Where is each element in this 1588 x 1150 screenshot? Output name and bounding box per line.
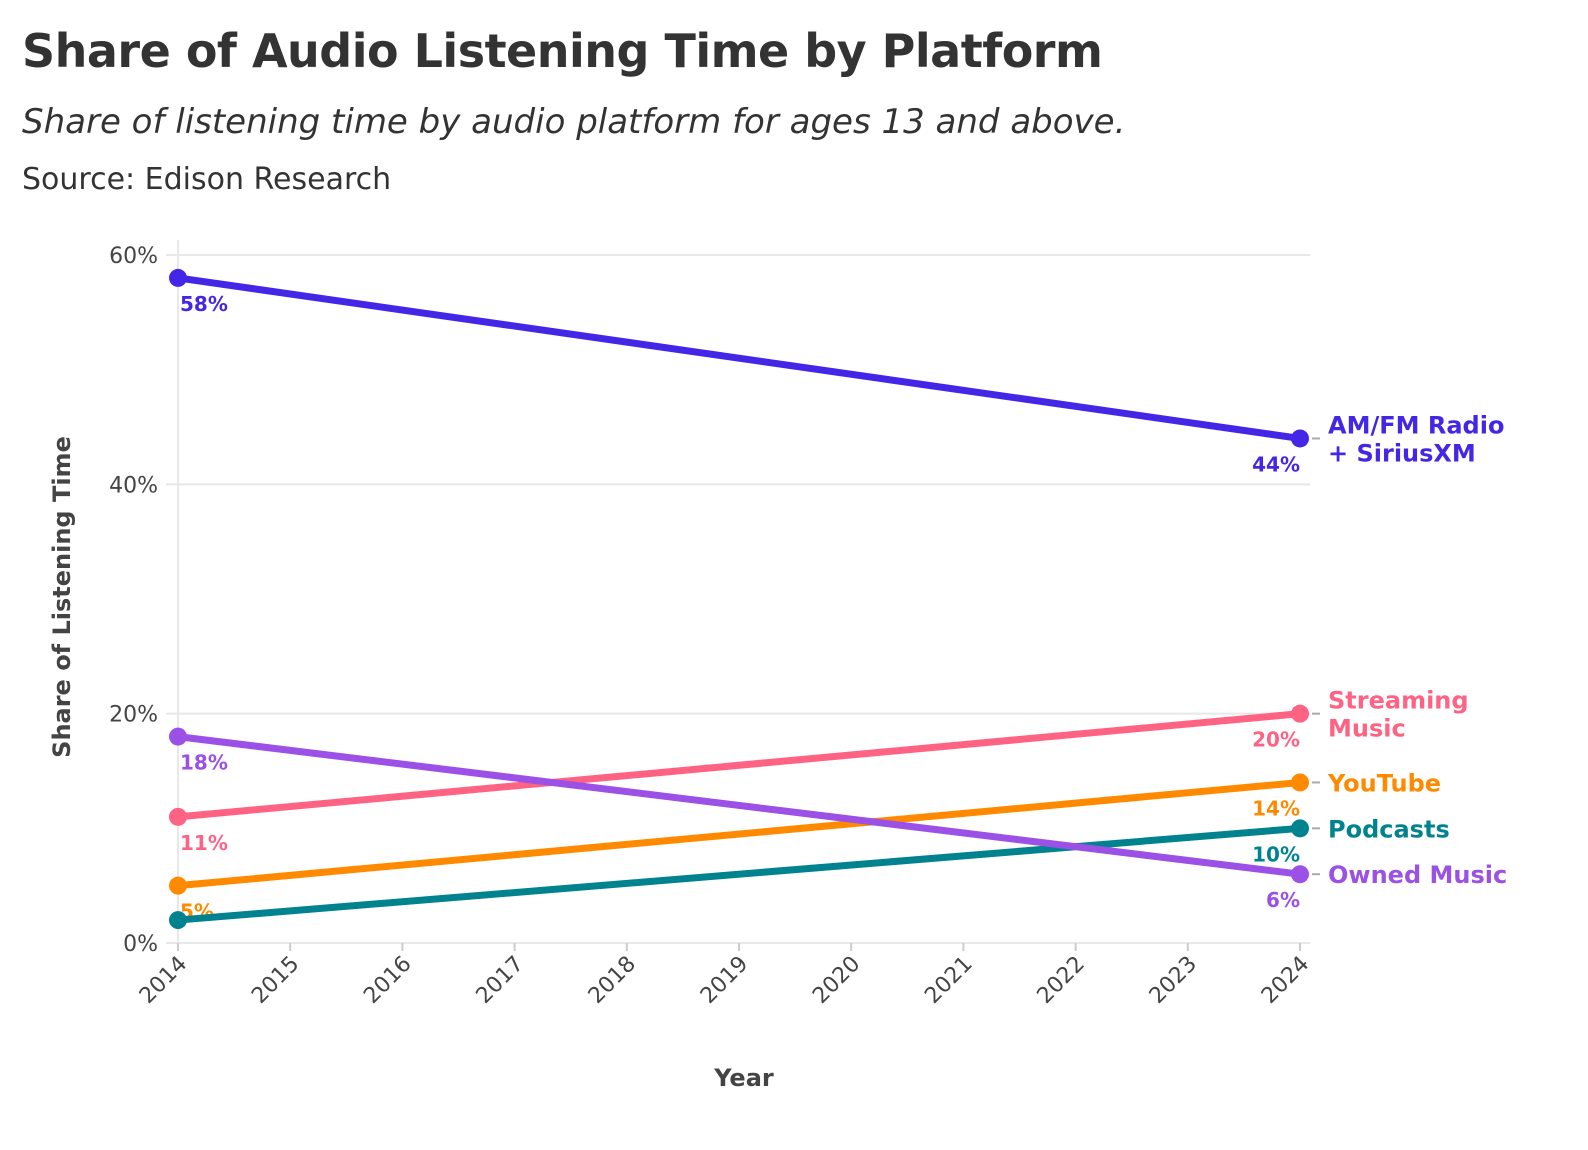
series-name-label: Podcasts — [1328, 815, 1450, 843]
series-line — [174, 710, 1304, 821]
series-owned-music: 18% 6% Owned Music — [169, 727, 1507, 914]
series-name-label: Streaming — [1328, 687, 1469, 715]
y-tick-label: 40% — [109, 473, 158, 498]
data-label: 58% — [180, 292, 228, 316]
data-point — [1291, 429, 1309, 448]
x-tick-label: 2020 — [808, 952, 865, 1009]
y-tick-label: 20% — [109, 703, 158, 728]
chart-title: Share of Audio Listening Time by Platfor… — [22, 24, 1103, 78]
y-tick-label: 60% — [109, 244, 158, 269]
series-name-label: + SiriusXM — [1328, 439, 1476, 467]
series-name-label: Music — [1328, 715, 1406, 743]
series-podcasts: 10% Podcasts — [169, 815, 1450, 930]
data-point — [1291, 773, 1309, 792]
x-tick-label: 2022 — [1033, 952, 1090, 1009]
series-name-label: AM/FM Radio — [1328, 411, 1504, 439]
data-label: 20% — [1252, 728, 1300, 752]
series-youtube: 5%14%YouTube — [169, 769, 1441, 926]
data-point — [169, 727, 187, 746]
series-line — [174, 274, 1304, 442]
x-axis-title: Year — [713, 1064, 774, 1092]
x-tick-label: 2016 — [359, 952, 416, 1009]
data-point — [169, 807, 187, 826]
data-point — [169, 876, 187, 895]
x-tick-label: 2021 — [920, 952, 977, 1009]
data-label: 18% — [180, 751, 228, 775]
x-tick-label: 2019 — [696, 952, 753, 1009]
data-label: 6% — [1266, 888, 1300, 912]
series-name-label: YouTube — [1327, 769, 1441, 797]
data-label: 10% — [1252, 842, 1300, 866]
x-tick-label: 2015 — [247, 952, 304, 1009]
series-line — [174, 733, 1304, 878]
data-point — [169, 268, 187, 287]
data-point — [1291, 704, 1309, 723]
x-tick-label: 2023 — [1145, 952, 1202, 1009]
x-tick-label: 2018 — [584, 952, 641, 1009]
x-tick-label: 2024 — [1257, 952, 1314, 1009]
series-line — [174, 778, 1304, 890]
series-line — [174, 824, 1304, 924]
series-am-fm-radio-siriusxm: 58% 44% AM/FM Radio+ SiriusXM — [169, 268, 1504, 478]
data-label: 14% — [1252, 796, 1300, 820]
x-tick-label: 2017 — [472, 952, 529, 1009]
y-axis-title: Share of Listening Time — [48, 436, 76, 758]
y-tick-label: 0% — [123, 932, 158, 957]
data-point — [1291, 865, 1309, 884]
series-name-label: Owned Music — [1328, 861, 1507, 889]
data-label: 11% — [180, 831, 228, 855]
data-point — [1291, 819, 1309, 838]
data-point — [169, 911, 187, 930]
chart-source: Source: Edison Research — [22, 162, 392, 197]
chart-subtitle: Share of listening time by audio platfor… — [22, 102, 1126, 142]
data-label: 44% — [1252, 452, 1300, 476]
x-tick-label: 2014 — [135, 952, 192, 1009]
